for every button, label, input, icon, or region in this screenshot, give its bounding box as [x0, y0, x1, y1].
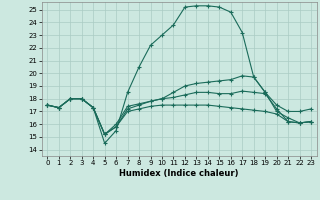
X-axis label: Humidex (Indice chaleur): Humidex (Indice chaleur) [119, 169, 239, 178]
